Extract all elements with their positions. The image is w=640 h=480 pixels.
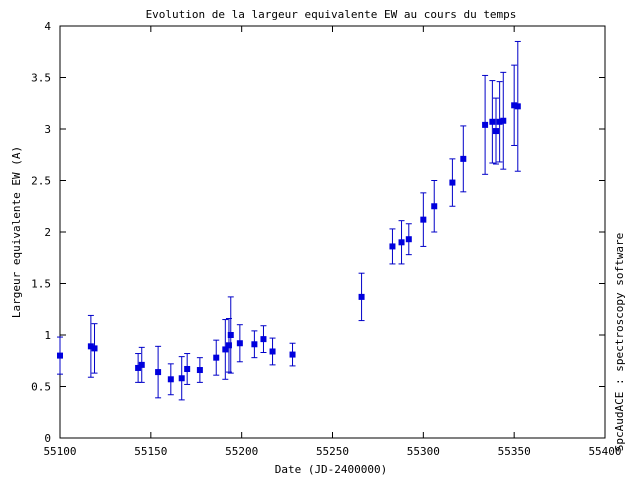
data-point-group bbox=[431, 180, 438, 233]
data-point-group bbox=[269, 337, 276, 366]
data-point bbox=[225, 342, 232, 349]
data-point bbox=[227, 332, 234, 338]
data-point bbox=[389, 243, 396, 250]
data-point-group bbox=[449, 158, 456, 207]
data-point bbox=[87, 343, 94, 350]
data-point bbox=[178, 375, 185, 382]
data-point-group bbox=[489, 80, 496, 164]
y-axis-label: Largeur equivalente EW (A) bbox=[10, 146, 23, 318]
data-point-group bbox=[167, 363, 174, 396]
y-tick-label: 3.5 bbox=[31, 72, 51, 85]
data-point-group bbox=[236, 324, 243, 363]
y-tick-label: 1 bbox=[44, 329, 51, 342]
data-point bbox=[500, 117, 507, 124]
data-point-group bbox=[213, 339, 220, 376]
data-point-group bbox=[184, 353, 191, 385]
data-point bbox=[514, 103, 521, 110]
data-point bbox=[213, 354, 220, 361]
data-point bbox=[511, 102, 518, 109]
data-point bbox=[496, 118, 503, 125]
data-point-group bbox=[405, 223, 412, 256]
data-point bbox=[184, 365, 191, 372]
y-tick-label: 1.5 bbox=[31, 278, 51, 291]
data-point bbox=[489, 118, 496, 125]
data-point bbox=[196, 367, 203, 374]
x-axis: 55100 55150 55200 55250 55300 55350 55400 bbox=[43, 26, 622, 458]
y-tick-label: 2 bbox=[44, 226, 51, 239]
data-point bbox=[493, 128, 499, 135]
x-tick-label: 55200 bbox=[225, 445, 258, 458]
data-point bbox=[358, 293, 365, 300]
data-point-group bbox=[482, 74, 489, 175]
x-tick-label: 55250 bbox=[316, 445, 349, 458]
data-point bbox=[260, 336, 267, 343]
data-point-group bbox=[251, 330, 258, 359]
data-point-group bbox=[511, 64, 518, 146]
data-point bbox=[449, 179, 456, 186]
data-point bbox=[222, 346, 229, 353]
data-point-group bbox=[196, 357, 203, 383]
data-point-group bbox=[496, 81, 503, 163]
data-point-group bbox=[178, 356, 185, 401]
data-point-group bbox=[500, 71, 507, 170]
y-tick-label: 4 bbox=[44, 20, 51, 33]
x-tick-label: 55400 bbox=[588, 445, 621, 458]
data-point-group bbox=[389, 228, 396, 265]
data-point bbox=[236, 340, 243, 347]
data-point bbox=[420, 216, 427, 223]
data-point-group bbox=[87, 314, 94, 378]
data-point bbox=[167, 376, 174, 383]
y-tick-label: 3 bbox=[44, 123, 51, 136]
y-tick-label: 2.5 bbox=[31, 175, 51, 188]
x-tick-label: 55150 bbox=[134, 445, 167, 458]
software-credit-label: SpcAudACE : spectroscopy software bbox=[613, 233, 626, 452]
data-point bbox=[431, 203, 438, 210]
data-point bbox=[91, 345, 98, 352]
data-point bbox=[482, 121, 489, 128]
data-point-group bbox=[155, 345, 162, 399]
data-point bbox=[398, 239, 405, 246]
data-point bbox=[251, 341, 258, 348]
data-point bbox=[289, 351, 296, 358]
x-tick-label: 55350 bbox=[498, 445, 531, 458]
data-point-group bbox=[57, 336, 63, 375]
data-point bbox=[138, 361, 145, 368]
y-tick-label: 0 bbox=[44, 432, 51, 445]
data-point bbox=[57, 352, 63, 359]
data-point bbox=[269, 348, 276, 355]
data-point-group bbox=[358, 272, 365, 322]
data-point-group bbox=[289, 342, 296, 367]
data-series bbox=[57, 40, 521, 401]
x-tick-label: 55100 bbox=[43, 445, 76, 458]
data-point-group bbox=[460, 125, 467, 193]
data-point-group bbox=[135, 353, 142, 383]
y-axis: 0 0.5 1 1.5 2 2.5 3 3.5 4 bbox=[31, 20, 605, 445]
data-point bbox=[460, 155, 467, 162]
data-point-group bbox=[514, 40, 521, 172]
data-point bbox=[405, 236, 412, 243]
data-point bbox=[155, 369, 162, 376]
data-point-group bbox=[493, 97, 499, 165]
chart-title: Evolution de la largeur equivalente EW a… bbox=[146, 8, 517, 21]
x-axis-label: Date (JD-2400000) bbox=[275, 463, 388, 476]
data-point-group bbox=[91, 323, 98, 374]
data-point-group bbox=[420, 192, 427, 247]
x-tick-label: 55300 bbox=[407, 445, 440, 458]
data-point-group bbox=[222, 319, 229, 380]
data-point-group bbox=[260, 325, 267, 354]
y-tick-label: 0.5 bbox=[31, 381, 51, 394]
data-point bbox=[135, 364, 142, 371]
data-point-group bbox=[138, 346, 145, 383]
data-point-group bbox=[398, 220, 405, 265]
data-point-group bbox=[227, 296, 234, 374]
